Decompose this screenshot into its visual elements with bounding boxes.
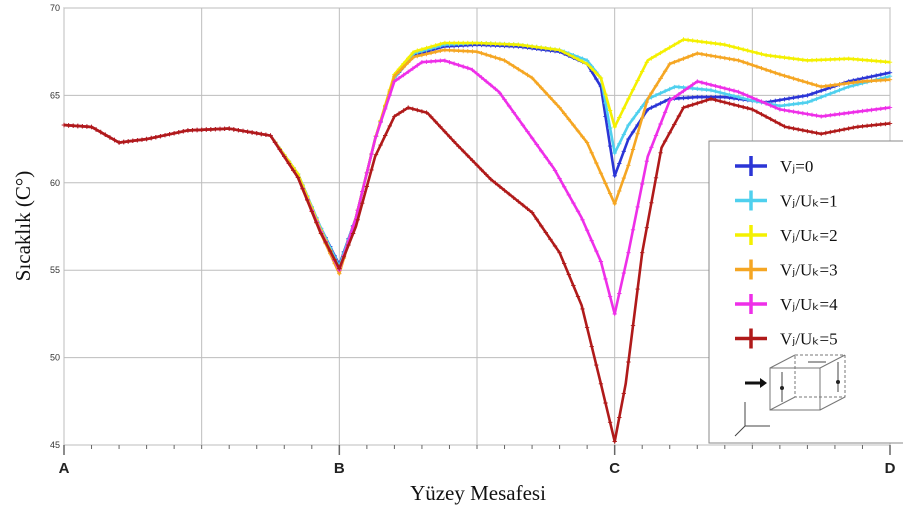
x-tick-label-C: C xyxy=(609,460,620,477)
y-axis-title: Sıcaklık (C°) xyxy=(11,171,35,281)
series-markers-5 xyxy=(61,96,893,444)
y-tick-label-4: 65 xyxy=(50,90,60,100)
legend-label-5: Vⱼ/Uₖ=5 xyxy=(780,330,838,349)
legend-item-2: Vⱼ/Uₖ=2 xyxy=(735,225,838,245)
x-tick-labels: A B C D xyxy=(59,460,896,477)
geometry-sketch xyxy=(734,354,846,437)
legend-item-4: Vⱼ/Uₖ=4 xyxy=(735,294,838,314)
legend-item-1: Vⱼ/Uₖ=1 xyxy=(735,190,838,211)
y-tick-label-3: 60 xyxy=(50,178,60,188)
x-axis-title: Yüzey Mesafesi xyxy=(410,481,546,505)
legend-item-3: Vⱼ/Uₖ=3 xyxy=(735,259,838,280)
y-tick-label-0: 45 xyxy=(50,440,60,450)
legend-label-0: Vⱼ=0 xyxy=(780,157,813,176)
series-layer xyxy=(61,37,893,444)
series-5 xyxy=(61,96,893,444)
y-tick-label-2: 55 xyxy=(50,265,60,275)
legend-label-3: Vⱼ/Uₖ=3 xyxy=(780,261,838,280)
y-tick-label-1: 50 xyxy=(50,353,60,363)
legend-items: Vⱼ=0 Vⱼ/Uₖ=1 Vⱼ/Uₖ=2 Vⱼ/Uₖ=3 Vⱼ/Uₖ=4 Vⱼ/Uₖ=5 xyxy=(735,156,838,349)
y-tick-label-5: 70 xyxy=(50,3,60,13)
x-tick-label-B: B xyxy=(334,460,345,477)
legend-item-0: Vⱼ=0 xyxy=(735,156,813,176)
legend-item-5: Vⱼ/Uₖ=5 xyxy=(735,328,838,349)
grid-lines xyxy=(63,7,891,455)
legend: Vⱼ=0 Vⱼ/Uₖ=1 Vⱼ/Uₖ=2 Vⱼ/Uₖ=3 Vⱼ/Uₖ=4 Vⱼ/Uₖ=5 xyxy=(708,140,903,444)
legend-label-4: Vⱼ/Uₖ=4 xyxy=(780,295,838,314)
x-tick-label-D: D xyxy=(885,460,896,477)
x-tick-label-A: A xyxy=(59,460,70,477)
legend-box xyxy=(708,140,903,444)
legend-label-2: Vⱼ/Uₖ=2 xyxy=(780,226,838,245)
y-tick-labels: 45 50 55 60 65 70 xyxy=(50,3,60,450)
legend-label-1: Vⱼ/Uₖ=1 xyxy=(780,192,838,211)
